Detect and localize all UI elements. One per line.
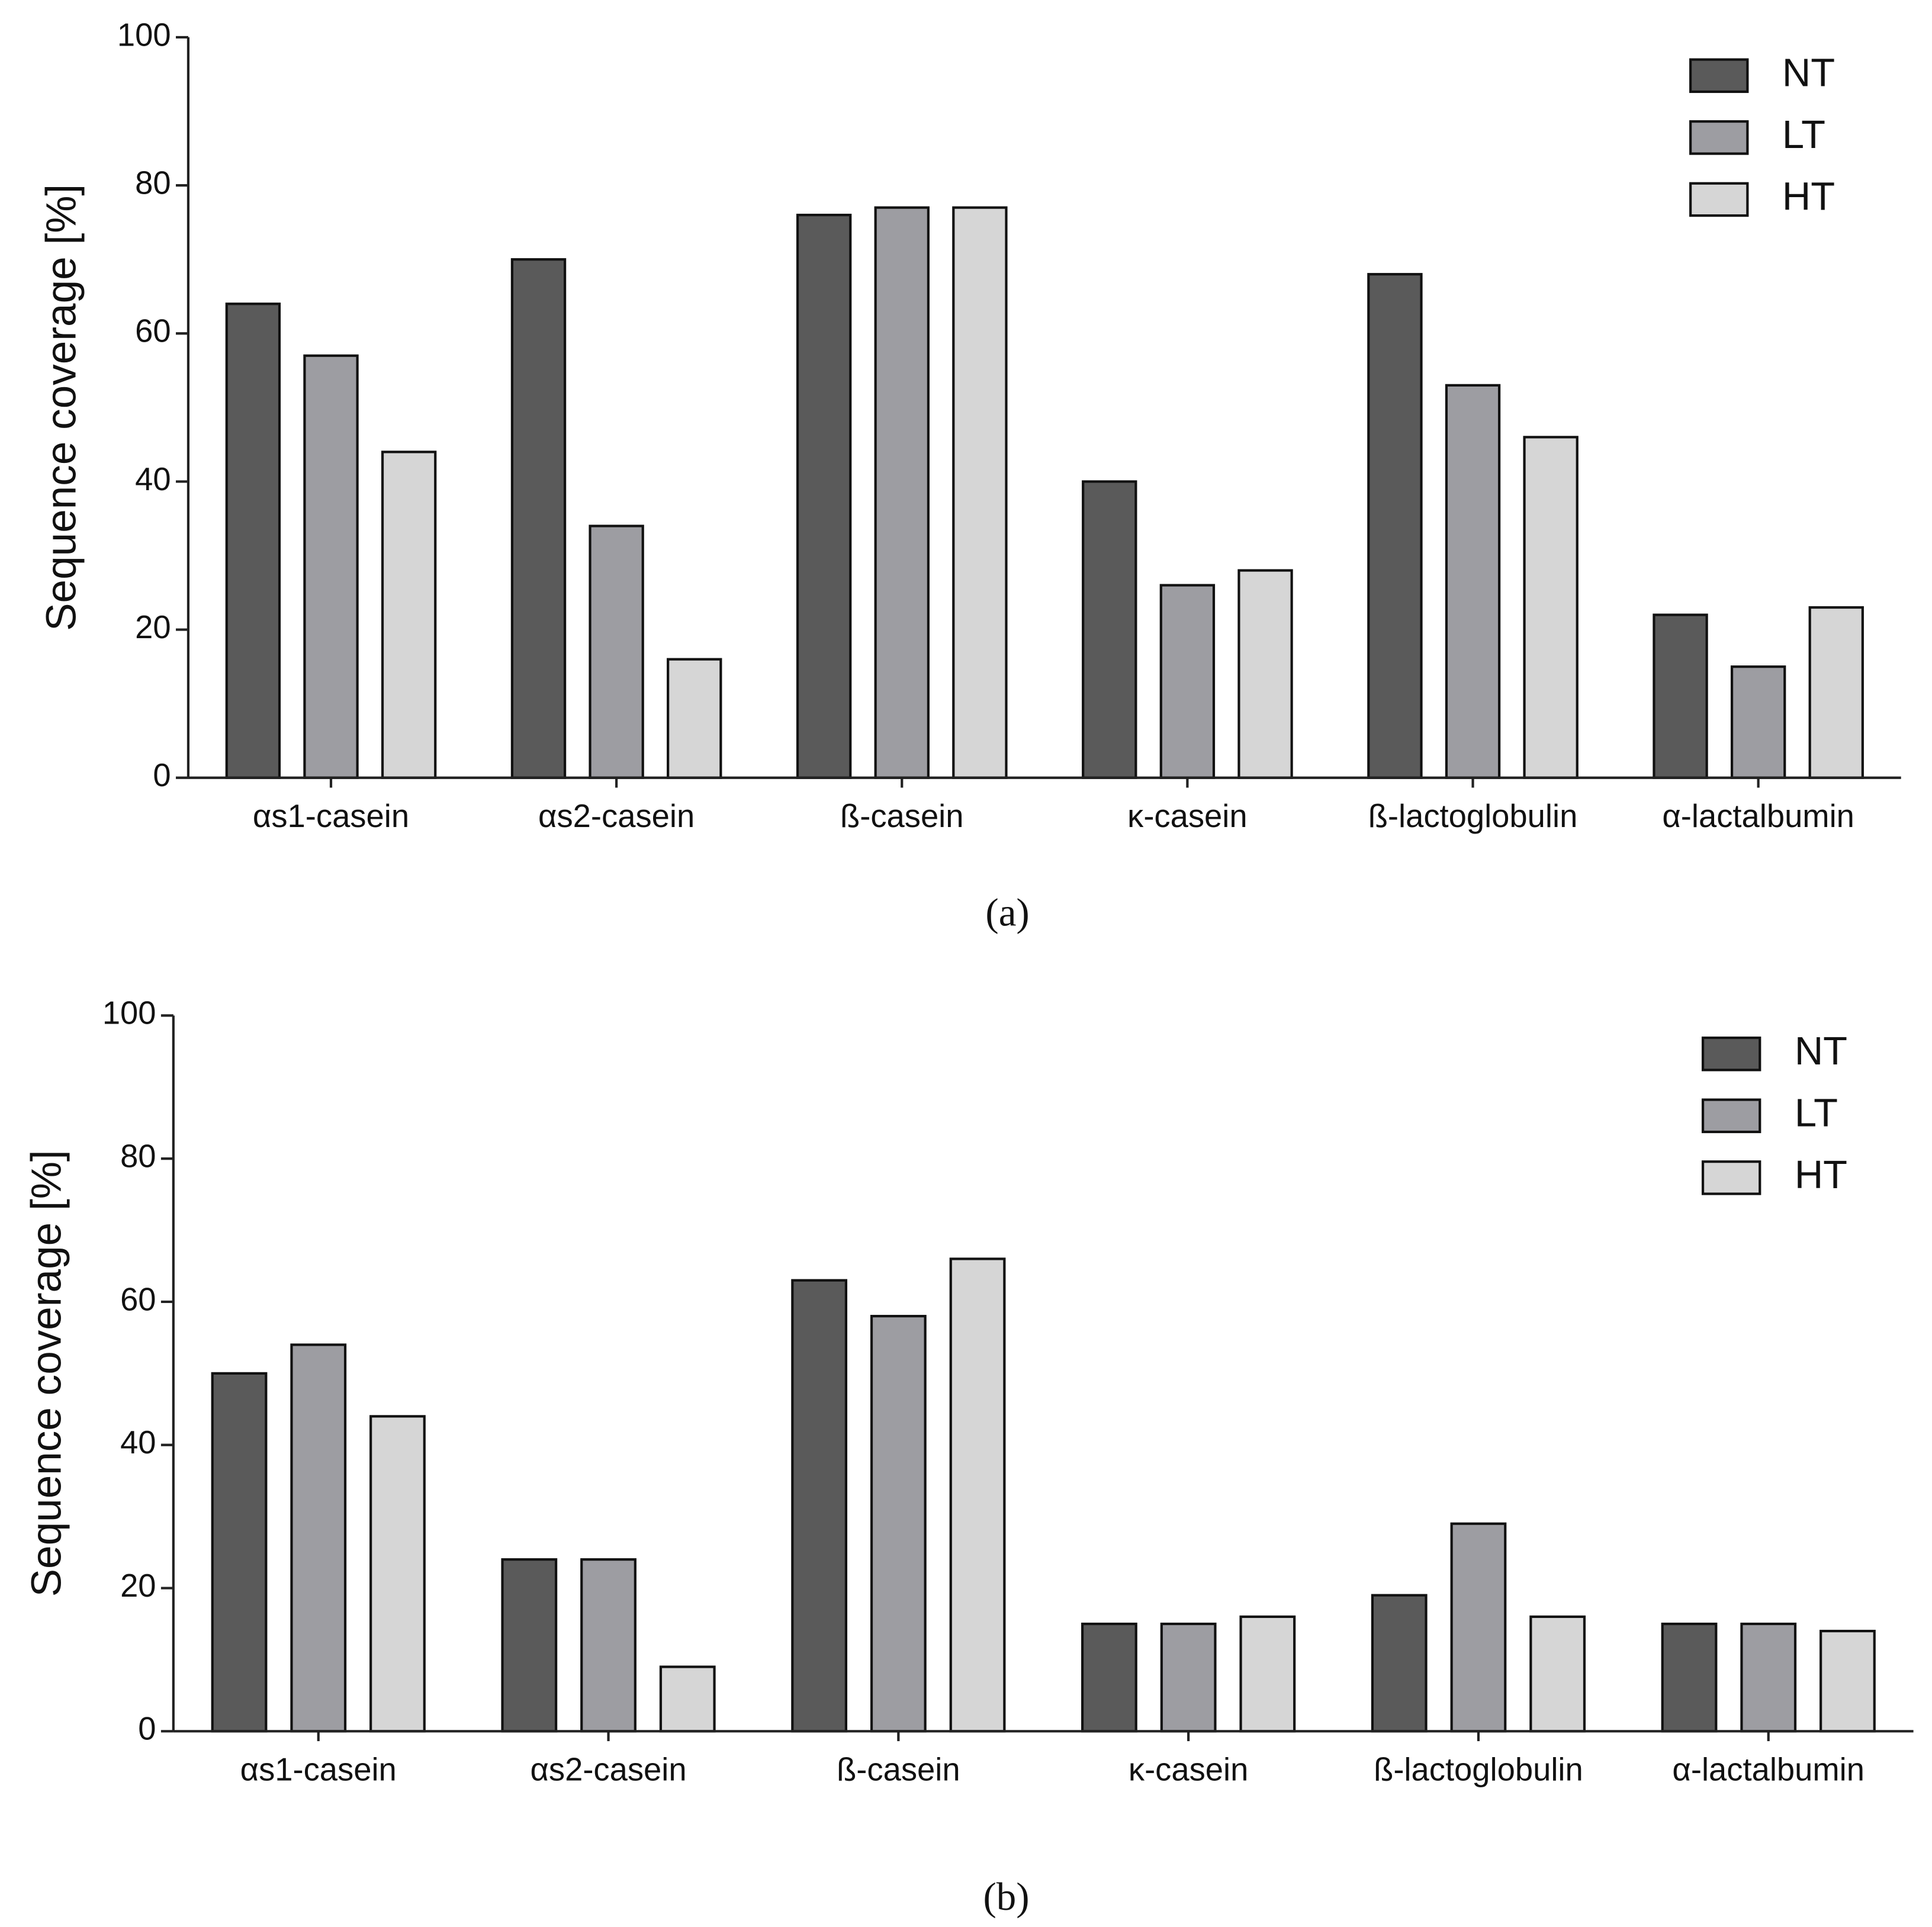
legend-label: HT <box>1795 1153 1847 1197</box>
bar <box>1160 1622 1217 1733</box>
bar <box>1082 480 1137 779</box>
x-tick-label: ß-lactoglobulin <box>1368 798 1578 834</box>
panel-label: (a) <box>985 890 1029 934</box>
y-tick-label: 60 <box>120 1281 156 1317</box>
bar <box>796 214 852 779</box>
legend-swatch <box>1689 182 1749 217</box>
bar <box>1529 1615 1586 1733</box>
x-tick-label: ß-lactoglobulin <box>1374 1752 1583 1788</box>
bar <box>952 206 1008 779</box>
bar <box>1661 1622 1718 1733</box>
y-tick-label: 0 <box>138 1711 156 1747</box>
legend-swatch <box>1701 1160 1761 1195</box>
bar <box>1081 1622 1137 1733</box>
legend-label: LT <box>1782 112 1825 157</box>
bar <box>381 451 437 779</box>
bar <box>510 258 567 779</box>
x-tick-label: κ-casein <box>1129 1752 1248 1788</box>
bar <box>1653 613 1708 779</box>
bar <box>501 1558 558 1733</box>
bar <box>1239 1615 1296 1733</box>
x-tick-label: αs1-casein <box>253 798 409 834</box>
bar <box>303 354 359 779</box>
bar <box>870 1315 927 1733</box>
y-tick-label: 0 <box>153 757 171 793</box>
legend-label: HT <box>1782 175 1835 219</box>
bar <box>1808 606 1864 779</box>
bar <box>369 1415 426 1733</box>
bar <box>791 1279 848 1733</box>
y-tick-label: 20 <box>120 1568 156 1604</box>
legend-swatch <box>1689 120 1749 155</box>
y-axis-label: Sequence coverage [%] <box>38 184 85 631</box>
x-tick-label: α-lactalbumin <box>1662 798 1854 834</box>
y-tick-label: 80 <box>120 1138 156 1175</box>
y-tick-label: 40 <box>120 1424 156 1460</box>
bar <box>1445 384 1501 779</box>
legend-label: NT <box>1782 50 1835 95</box>
bar <box>1367 273 1423 779</box>
panel-label: (b) <box>983 1875 1029 1919</box>
x-tick-label: αs2-casein <box>538 798 695 834</box>
legend-label: LT <box>1795 1090 1838 1135</box>
bar <box>659 1665 716 1733</box>
y-axis-label: Sequence coverage [%] <box>23 1150 70 1597</box>
x-tick-label: αs1-casein <box>240 1752 397 1788</box>
y-tick-label: 60 <box>135 313 171 349</box>
bar <box>1371 1594 1428 1733</box>
bar <box>290 1343 347 1733</box>
bar <box>1237 569 1293 779</box>
legend-label: NT <box>1795 1029 1847 1073</box>
x-tick-label: α-lactalbumin <box>1672 1752 1865 1788</box>
legend-swatch <box>1689 58 1749 94</box>
legend-swatch <box>1701 1036 1761 1072</box>
bar <box>667 658 722 779</box>
bar <box>1730 665 1786 779</box>
y-tick-label: 20 <box>135 609 171 645</box>
bar <box>1159 584 1216 779</box>
x-tick-label: ß-casein <box>840 798 964 834</box>
x-tick-label: αs2-casein <box>530 1752 686 1788</box>
y-tick-label: 100 <box>102 995 156 1031</box>
y-tick-label: 40 <box>135 461 171 497</box>
x-tick-label: ß-casein <box>837 1752 960 1788</box>
legend-swatch <box>1701 1098 1761 1134</box>
bar <box>1450 1522 1507 1733</box>
bar <box>1820 1629 1876 1733</box>
bar <box>225 303 281 779</box>
bar <box>874 206 930 779</box>
bar <box>1740 1622 1797 1733</box>
x-tick-label: κ-casein <box>1127 798 1247 834</box>
bar <box>589 525 644 779</box>
y-tick-label: 100 <box>117 17 171 53</box>
y-tick-label: 80 <box>135 165 171 201</box>
bar <box>1523 436 1579 779</box>
bar <box>580 1558 637 1733</box>
bar <box>949 1257 1006 1733</box>
bar <box>211 1372 268 1733</box>
